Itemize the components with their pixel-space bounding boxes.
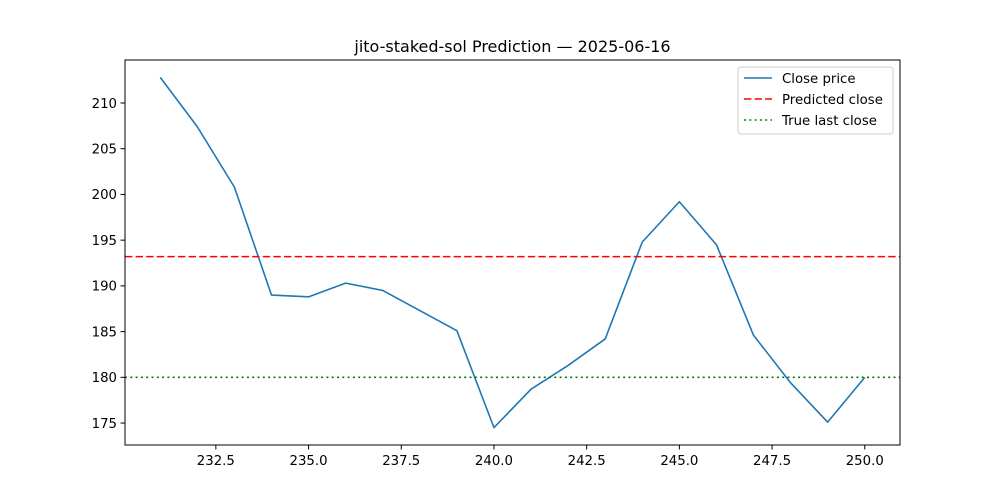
x-tick-label: 245.0	[660, 454, 698, 469]
y-tick-label: 185	[92, 325, 117, 340]
y-tick-label: 175	[92, 417, 117, 432]
series-line-close-price	[159, 76, 866, 429]
y-tick-label: 180	[92, 371, 117, 386]
legend: Close price Predicted close True last clos…	[737, 66, 894, 135]
axes: 232.5 235.0 237.5 240.0 242.5 245.0 247.5 250.0…	[92, 59, 901, 469]
chart-title: jito-staked-sol Prediction — 2025-06-16	[353, 37, 670, 56]
plot-frame	[124, 59, 901, 446]
x-tick-label: 232.5	[197, 454, 235, 469]
x-tick-label: 235.0	[290, 454, 328, 469]
plot-area	[125, 76, 900, 429]
y-tick-label: 195	[92, 234, 117, 249]
x-tick-label: 242.5	[568, 454, 606, 469]
x-tick-label: 247.5	[753, 454, 791, 469]
y-tick-label: 210	[92, 97, 117, 112]
legend-label: Close price	[782, 72, 856, 87]
legend-label: True last close	[781, 114, 877, 129]
x-tick-label: 250.0	[846, 454, 884, 469]
y-tick-label: 205	[92, 143, 117, 158]
y-tick-label: 200	[92, 188, 117, 203]
legend-box	[737, 66, 894, 135]
y-tick-label: 190	[92, 280, 117, 295]
legend-label: Predicted close	[782, 93, 883, 108]
x-tick-label: 240.0	[475, 454, 513, 469]
x-tick-label: 237.5	[382, 454, 420, 469]
